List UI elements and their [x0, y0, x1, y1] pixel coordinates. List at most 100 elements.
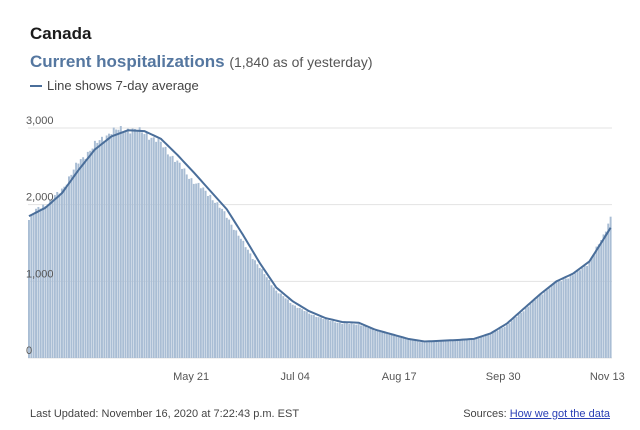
- daily-bar: [270, 285, 273, 358]
- daily-bar: [609, 216, 612, 358]
- daily-bar: [72, 169, 75, 358]
- sources-link[interactable]: How we got the data: [509, 408, 610, 420]
- daily-bar: [541, 294, 544, 358]
- daily-bar: [192, 183, 195, 358]
- x-tick-label: May 21: [173, 371, 209, 383]
- daily-bar: [416, 341, 419, 358]
- metric-note: (1,840 as of yesterday): [229, 54, 373, 70]
- daily-bar: [53, 195, 56, 358]
- daily-bar: [155, 141, 158, 358]
- daily-bar: [447, 340, 450, 358]
- daily-bar: [400, 337, 402, 358]
- daily-bar: [317, 317, 320, 358]
- daily-bar: [108, 133, 110, 358]
- daily-bar: [91, 148, 94, 358]
- daily-bar: [503, 326, 506, 358]
- daily-bar: [310, 314, 313, 358]
- daily-bar: [404, 338, 407, 358]
- daily-bar: [209, 194, 212, 358]
- daily-bar: [513, 318, 516, 358]
- daily-bar: [378, 331, 381, 358]
- daily-bar: [162, 147, 165, 358]
- daily-bar: [442, 341, 445, 358]
- daily-bar: [357, 324, 360, 358]
- daily-bar: [437, 341, 440, 358]
- daily-bar: [579, 270, 581, 358]
- daily-bar: [444, 341, 447, 358]
- daily-bar: [178, 162, 181, 358]
- daily-bar: [143, 134, 146, 358]
- daily-bar: [136, 131, 139, 358]
- daily-bar: [133, 129, 136, 358]
- daily-bar: [195, 183, 198, 358]
- daily-bar: [296, 307, 299, 358]
- sources-label: Sources:: [463, 408, 507, 420]
- daily-bar: [124, 130, 127, 358]
- daily-bar: [360, 325, 362, 358]
- daily-bar: [112, 127, 115, 358]
- daily-bar: [223, 211, 226, 358]
- daily-bar: [463, 340, 466, 358]
- daily-bar: [334, 322, 337, 358]
- daily-bar: [249, 253, 252, 358]
- daily-bar: [428, 341, 431, 358]
- daily-bar: [171, 155, 174, 358]
- daily-bar: [242, 240, 245, 358]
- daily-bar: [546, 290, 548, 358]
- daily-bar: [341, 323, 344, 358]
- daily-bar: [60, 188, 63, 358]
- daily-bar: [289, 302, 292, 358]
- daily-bar: [164, 146, 167, 358]
- daily-bar: [126, 128, 129, 358]
- daily-bar: [122, 131, 125, 358]
- daily-bar: [487, 334, 490, 358]
- daily-bar: [350, 323, 353, 358]
- daily-bar: [473, 339, 475, 358]
- daily-bar: [190, 178, 193, 358]
- daily-bar: [32, 214, 35, 358]
- daily-bar: [63, 186, 66, 358]
- daily-bar: [576, 269, 579, 358]
- daily-bars: [28, 126, 612, 358]
- x-tick-label: Aug 17: [382, 371, 417, 383]
- daily-bar: [176, 160, 179, 358]
- daily-bar: [261, 269, 264, 358]
- daily-bar: [529, 303, 532, 358]
- daily-bar: [390, 334, 393, 358]
- daily-bar: [56, 191, 59, 358]
- daily-bar: [477, 338, 480, 358]
- daily-bar: [421, 342, 424, 358]
- daily-bar: [206, 195, 209, 358]
- daily-bar: [574, 273, 577, 358]
- daily-bar: [402, 338, 405, 358]
- daily-bar: [508, 323, 511, 358]
- daily-bar: [418, 342, 421, 358]
- daily-bar: [150, 137, 153, 358]
- daily-bar: [101, 136, 103, 358]
- chart-legend: Line shows 7-day average: [30, 78, 199, 93]
- daily-bar: [588, 261, 591, 358]
- daily-bar: [265, 277, 268, 358]
- daily-bar: [595, 246, 598, 358]
- daily-bar: [451, 340, 454, 358]
- daily-bar: [338, 322, 341, 358]
- daily-bar: [211, 200, 214, 358]
- daily-bar: [395, 336, 398, 358]
- legend-line-swatch: [30, 84, 42, 87]
- daily-bar: [515, 316, 518, 358]
- daily-bar: [68, 176, 70, 358]
- daily-bar: [564, 278, 567, 358]
- daily-bar: [239, 238, 242, 358]
- daily-bar: [343, 323, 346, 358]
- daily-bar: [506, 324, 508, 358]
- daily-bar: [586, 265, 589, 358]
- daily-bar: [320, 317, 322, 358]
- metric-title: Current hospitalizations: [30, 52, 225, 71]
- daily-bar: [527, 306, 530, 358]
- daily-bar: [571, 275, 574, 358]
- daily-bar: [567, 278, 570, 358]
- daily-bar: [322, 319, 325, 358]
- daily-bar: [534, 299, 537, 358]
- daily-bar: [423, 342, 426, 358]
- daily-bar: [145, 133, 148, 358]
